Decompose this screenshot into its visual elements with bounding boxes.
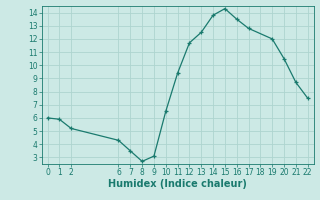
X-axis label: Humidex (Indice chaleur): Humidex (Indice chaleur): [108, 179, 247, 189]
